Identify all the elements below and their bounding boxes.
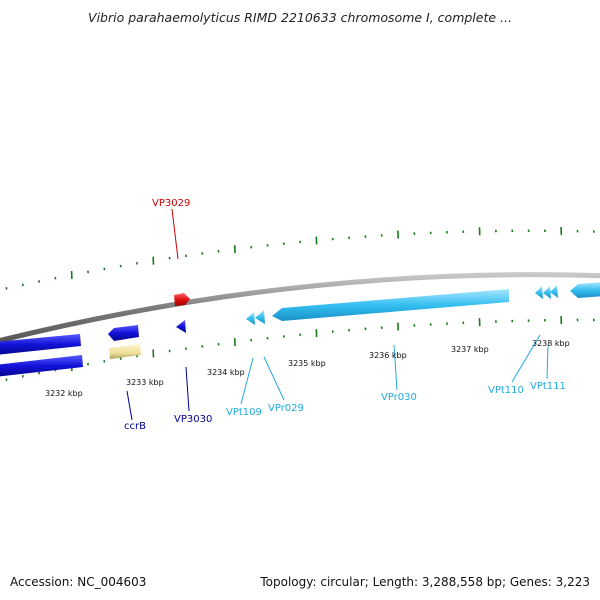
vpt110-leader	[511, 334, 541, 383]
vpt109-gene[interactable]	[246, 312, 255, 325]
vpt111-label[interactable]: VPt111	[530, 381, 566, 392]
vpr029-gene[interactable]	[255, 310, 265, 324]
lower-tick-track	[5, 316, 595, 381]
ccrb-leader	[126, 390, 133, 421]
vpr029-label[interactable]: VPr029	[268, 403, 304, 414]
map-title: Vibrio parahaemolyticus RIMD 2210633 chr…	[88, 10, 512, 25]
vp3030-label[interactable]: VP3030	[174, 414, 212, 425]
chromosome-backbone	[0, 272, 600, 344]
topology-text: Topology: circular; Length: 3,288,558 bp…	[260, 575, 590, 589]
vpt109-label[interactable]: VPt109	[226, 407, 262, 418]
cyan-arrow-small[interactable]	[550, 285, 558, 298]
upper-tick-track	[5, 226, 595, 290]
cyan-gene-right[interactable]	[570, 282, 600, 298]
vpt110-label[interactable]: VPt110	[488, 385, 524, 396]
blue-gene-bar-upper[interactable]	[0, 334, 81, 355]
tick-label-3235: 3235 kbp	[288, 359, 326, 368]
ccrb-label[interactable]: ccrB	[124, 421, 146, 432]
tick-label-3236: 3236 kbp	[369, 351, 407, 360]
vp3029-label[interactable]: VP3029	[152, 198, 190, 209]
vpr030-gene[interactable]	[272, 289, 509, 321]
tick-label-3233: 3233 kbp	[126, 378, 164, 387]
vp3030-leader	[185, 366, 190, 412]
vpr029-leader	[263, 356, 285, 401]
blue-gene-bar-lower[interactable]	[0, 355, 83, 377]
vpr030-leader	[393, 344, 398, 391]
tick-label-3234: 3234 kbp	[207, 368, 245, 377]
tick-label-3237: 3237 kbp	[451, 345, 489, 354]
accession-text: Accession: NC_004603	[10, 575, 147, 589]
vp3029-gene[interactable]	[174, 293, 190, 306]
yellow-gene[interactable]	[109, 344, 141, 359]
ccrb-gene[interactable]	[108, 325, 139, 341]
vpr030-label[interactable]: VPr030	[381, 392, 417, 403]
vp3030-gene[interactable]	[176, 320, 186, 333]
tick-label-3238: 3238 kbp	[532, 339, 570, 348]
vpt111-leader	[546, 344, 549, 380]
tick-label-3232: 3232 kbp	[45, 389, 83, 398]
vpt110-gene[interactable]	[535, 286, 543, 299]
vpt109-leader	[240, 357, 254, 405]
vp3029-leader	[171, 208, 179, 260]
vpt111-gene[interactable]	[543, 286, 551, 299]
